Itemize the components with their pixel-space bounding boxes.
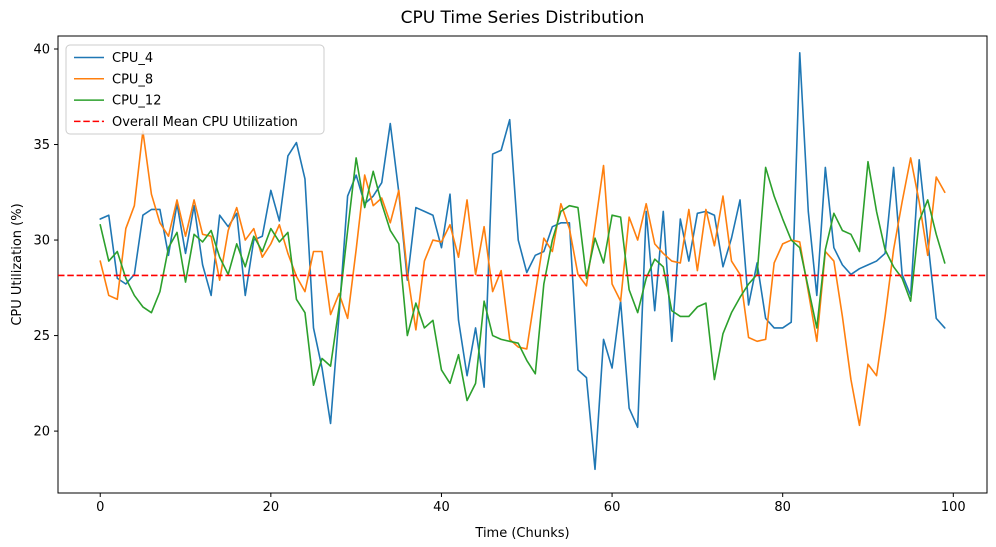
series-line-cpu_12 [99,157,946,402]
y-tick-40-label: 40 [33,42,50,57]
legend-label-mean: Overall Mean CPU Utilization [112,115,298,130]
x-tick-0-label: 0 [96,500,104,515]
x-tick-40-label: 40 [433,500,450,515]
y-tick-35-label: 35 [33,138,50,153]
x-tick-60-label: 60 [604,500,621,515]
legend-label-cpu-12: CPU_12 [112,94,161,109]
x-tick-100-label: 100 [941,500,966,515]
legend: CPU_4 CPU_8 CPU_12 Overall Mean CPU Util… [65,44,325,135]
x-tick-80-label: 80 [774,500,791,515]
legend-label-cpu-4: CPU_4 [112,51,153,66]
y-tick-30-label: 30 [33,234,50,249]
x-axis-label: Time (Chunks) [474,526,569,541]
x-tick-20-label: 20 [263,500,280,515]
legend-frame [65,44,325,135]
y-tick-25-label: 25 [33,329,50,344]
axis-ticks: 0 20 40 60 80 100 20 25 30 35 40 [33,42,965,515]
legend-label-cpu-8: CPU_8 [112,72,153,87]
y-tick-20-label: 20 [33,425,50,440]
y-axis-label: CPU Utilization (%) [10,203,25,325]
chart-title: CPU Time Series Distribution [401,8,645,28]
series-lines [99,52,946,471]
